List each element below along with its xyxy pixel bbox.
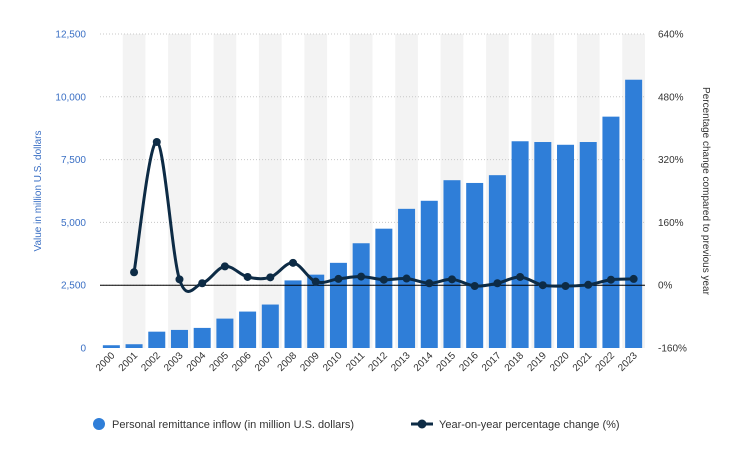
x-tick-label: 2013 — [389, 350, 413, 374]
line-point — [311, 277, 320, 286]
line-point — [629, 274, 638, 283]
bar — [466, 182, 484, 348]
right-tick-label: 160% — [658, 218, 684, 229]
bar — [488, 175, 506, 348]
line-point — [425, 279, 434, 288]
line-point — [584, 280, 593, 289]
x-tick-label: 2023 — [616, 350, 640, 374]
x-tick-label: 2012 — [366, 350, 390, 374]
left-axis-title: Value in million U.S. dollars — [33, 131, 44, 252]
legend-bar-label: Personal remittance inflow (in million U… — [112, 419, 354, 431]
bar — [579, 142, 597, 348]
left-tick-label: 10,000 — [55, 92, 86, 103]
left-tick-label: 5,000 — [61, 218, 86, 229]
x-tick-label: 2015 — [435, 350, 459, 374]
left-tick-label: 7,500 — [61, 155, 86, 166]
line-point — [220, 262, 229, 271]
bar — [125, 344, 143, 348]
bar — [193, 327, 211, 348]
right-tick-label: 480% — [658, 92, 684, 103]
left-tick-label: 0 — [80, 344, 86, 355]
x-tick-label: 2003 — [162, 350, 186, 374]
x-tick-label: 2008 — [276, 350, 300, 374]
x-tick-label: 2010 — [321, 350, 345, 374]
line-point — [289, 258, 298, 267]
bar — [261, 304, 279, 348]
right-tick-label: -160% — [658, 344, 687, 355]
line-point — [175, 275, 184, 284]
x-tick-label: 2002 — [139, 350, 163, 374]
line-point — [198, 279, 207, 288]
column-band — [122, 34, 146, 348]
line-point — [470, 281, 479, 290]
x-tick-label: 2006 — [230, 350, 254, 374]
line-point — [152, 137, 161, 146]
line-point — [379, 275, 388, 284]
left-tick-label: 2,500 — [61, 281, 86, 292]
x-tick-label: 2000 — [94, 350, 118, 374]
x-tick-label: 2020 — [548, 350, 572, 374]
column-band — [258, 34, 282, 348]
bar — [557, 144, 575, 348]
bar — [511, 141, 529, 348]
legend-line-dot — [417, 419, 427, 429]
column-band — [213, 34, 237, 348]
line-point — [447, 275, 456, 284]
legend-line-label: Year-on-year percentage change (%) — [439, 419, 620, 431]
right-axis-title: Percentage change compared to previous y… — [700, 87, 711, 296]
bar — [216, 318, 234, 348]
right-tick-label: 640% — [658, 30, 684, 41]
x-tick-label: 2016 — [457, 350, 481, 374]
bar — [602, 116, 620, 348]
line-point — [561, 281, 570, 290]
column-band — [168, 34, 191, 348]
line-point — [516, 272, 525, 281]
x-tick-label: 2014 — [412, 350, 436, 374]
right-tick-label: 0% — [658, 281, 673, 292]
line-point — [266, 273, 275, 282]
bar — [170, 329, 188, 348]
x-tick-label: 2018 — [503, 350, 527, 374]
bar — [102, 345, 120, 348]
bar — [534, 142, 552, 348]
line-point — [357, 272, 366, 281]
line-point — [606, 275, 615, 284]
line-point — [493, 279, 502, 288]
x-tick-label: 2022 — [594, 350, 618, 374]
bar — [239, 311, 257, 348]
bar — [148, 331, 166, 348]
x-tick-label: 2017 — [480, 350, 504, 374]
bar — [284, 280, 302, 348]
line-point — [402, 274, 411, 283]
line-point — [538, 281, 547, 290]
right-tick-label: 320% — [658, 155, 684, 166]
bar — [443, 180, 461, 348]
x-tick-label: 2009 — [298, 350, 322, 374]
line-point — [334, 274, 343, 283]
left-tick-label: 12,500 — [55, 30, 86, 41]
bar — [625, 79, 643, 349]
x-tick-label: 2001 — [117, 350, 141, 374]
column-band — [304, 34, 328, 348]
line-point — [243, 272, 252, 281]
legend-bar-marker — [93, 418, 105, 430]
x-tick-label: 2011 — [344, 350, 367, 373]
bar — [307, 274, 325, 348]
bar — [420, 200, 438, 348]
bar — [352, 243, 370, 348]
x-tick-label: 2019 — [525, 350, 549, 374]
x-tick-label: 2004 — [185, 350, 209, 374]
bar — [329, 262, 347, 348]
x-tick-label: 2005 — [208, 350, 232, 374]
x-tick-label: 2007 — [253, 350, 277, 374]
x-tick-label: 2021 — [571, 350, 595, 374]
bar — [375, 228, 393, 348]
line-point — [130, 268, 139, 277]
